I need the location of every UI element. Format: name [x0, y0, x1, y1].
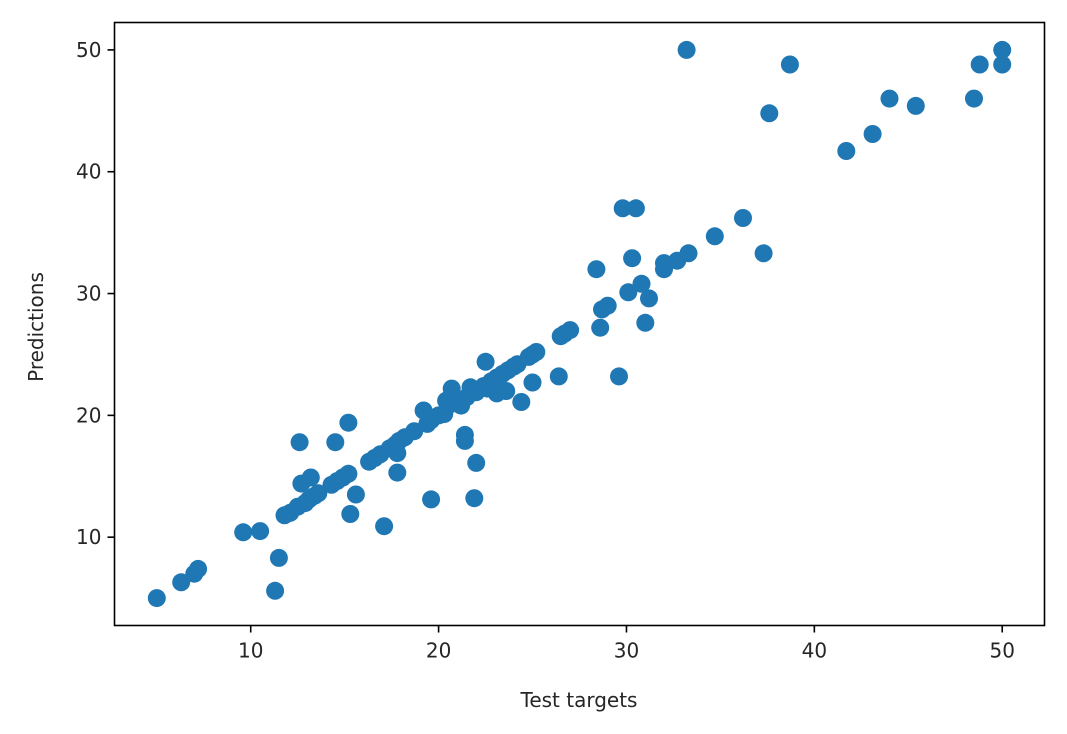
plot-area-frame [113, 21, 1046, 627]
data-point [346, 485, 365, 504]
data-point [705, 227, 724, 246]
data-point [172, 573, 191, 592]
data-point [587, 260, 606, 279]
data-point [189, 559, 208, 578]
data-point [760, 104, 779, 123]
y-tick-label: 10 [76, 525, 101, 549]
data-point [405, 422, 424, 441]
data-point [497, 382, 516, 400]
data-point [339, 464, 358, 483]
data-point [993, 40, 1012, 59]
x-axis-ticks: 10 20 30 40 50 [238, 625, 1015, 663]
data-point [339, 413, 358, 432]
data-point [863, 125, 882, 143]
data-point [301, 468, 320, 487]
data-point [527, 343, 546, 361]
data-point [561, 321, 580, 340]
data-point [147, 589, 166, 608]
y-tick-label: 20 [76, 403, 101, 427]
data-point [467, 453, 486, 472]
x-tick-label: 40 [802, 639, 827, 663]
x-axis-label: Test targets [520, 688, 638, 712]
data-point [476, 352, 495, 371]
x-tick-label: 20 [426, 639, 451, 663]
data-point [251, 522, 270, 541]
data-point [234, 523, 253, 542]
data-point [880, 89, 899, 108]
data-point [623, 249, 642, 268]
data-point [309, 484, 328, 503]
data-point [837, 142, 856, 160]
data-point [906, 96, 925, 115]
data-point [388, 463, 407, 482]
data-point [632, 274, 651, 293]
data-point [613, 199, 632, 218]
data-point [341, 505, 360, 523]
data-point [523, 373, 542, 392]
data-point [754, 244, 773, 263]
data-point [269, 548, 288, 567]
data-point [375, 517, 394, 536]
data-point [512, 393, 531, 411]
data-point [734, 209, 752, 227]
x-tick-label: 30 [614, 639, 639, 663]
data-point [619, 283, 638, 302]
x-tick-label: 10 [238, 639, 263, 663]
data-point [640, 289, 658, 308]
y-tick-label: 50 [76, 38, 101, 62]
data-point [591, 318, 610, 337]
data-point [780, 55, 799, 74]
data-point [626, 199, 645, 218]
data-point [598, 296, 617, 315]
y-axis-ticks: 10 20 30 40 50 [76, 38, 115, 549]
x-tick-label: 50 [990, 639, 1015, 663]
data-point [993, 55, 1012, 74]
points-layer [147, 40, 1012, 608]
data-point [965, 89, 983, 108]
y-axis-label: Predictions [24, 272, 48, 382]
data-point [455, 431, 474, 450]
data-point [266, 581, 285, 600]
y-tick-label: 30 [76, 282, 101, 306]
data-point [970, 55, 989, 74]
data-point [422, 490, 441, 509]
data-point [326, 433, 345, 452]
data-point [442, 379, 461, 398]
y-tick-label: 40 [76, 160, 101, 184]
data-point [677, 40, 696, 59]
data-point [610, 367, 628, 386]
data-point [549, 367, 568, 386]
data-point [636, 313, 655, 332]
data-point [290, 433, 309, 452]
data-point [679, 244, 698, 263]
data-point [465, 489, 484, 508]
